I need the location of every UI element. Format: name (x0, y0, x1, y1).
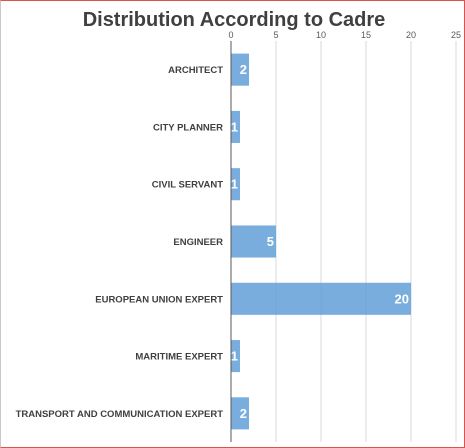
bars (231, 53, 411, 430)
data-label-engineer: 5 (267, 234, 274, 249)
bar-transport-and-communication-expert (231, 397, 249, 430)
chart-title: Distribution According to Cadre (83, 9, 386, 31)
category-label-civil-servant: CIVIL SERVANT (152, 180, 223, 191)
x-tick-label-0: 0 (228, 30, 233, 40)
category-labels: ARCHITECT CITY PLANNER CIVIL SERVANT ENGINE… (16, 65, 224, 420)
category-label-city-planner: CITY PLANNER (153, 122, 223, 133)
x-tick-label-15: 15 (361, 30, 371, 40)
gridlines (275, 41, 457, 442)
data-labels: 2 1 1 5 20 1 2 (231, 62, 409, 421)
x-tick-label-20: 20 (406, 30, 416, 40)
category-label-maritime-expert: MARITIME EXPERT (135, 352, 223, 363)
category-label-european-union-expert: EUROPEAN UNION EXPERT (95, 294, 223, 305)
data-label-transport-and-communication-expert: 2 (240, 406, 247, 421)
category-label-transport-and-communication-expert: TRANSPORT AND COMMUNICATION EXPERT (16, 409, 224, 420)
category-label-architect: ARCHITECT (168, 65, 223, 76)
data-label-maritime-expert: 1 (231, 349, 238, 364)
data-label-civil-servant: 1 (231, 177, 238, 192)
x-tick-label-5: 5 (273, 30, 278, 40)
data-label-european-union-expert: 20 (395, 291, 409, 306)
bar-city-planner (231, 110, 240, 143)
bar-engineer (231, 225, 276, 258)
bar-architect (231, 53, 249, 86)
x-tick-label-25: 25 (451, 30, 461, 40)
x-tick-label-10: 10 (316, 30, 326, 40)
data-label-architect: 2 (240, 62, 247, 77)
bar-maritime-expert (231, 340, 240, 373)
category-label-engineer: ENGINEER (173, 237, 223, 248)
x-axis-ticks: 0 5 10 15 20 25 (228, 30, 461, 40)
bar-civil-servant (231, 168, 240, 201)
bar-european-union-expert (231, 282, 411, 315)
data-label-city-planner: 1 (231, 119, 238, 134)
